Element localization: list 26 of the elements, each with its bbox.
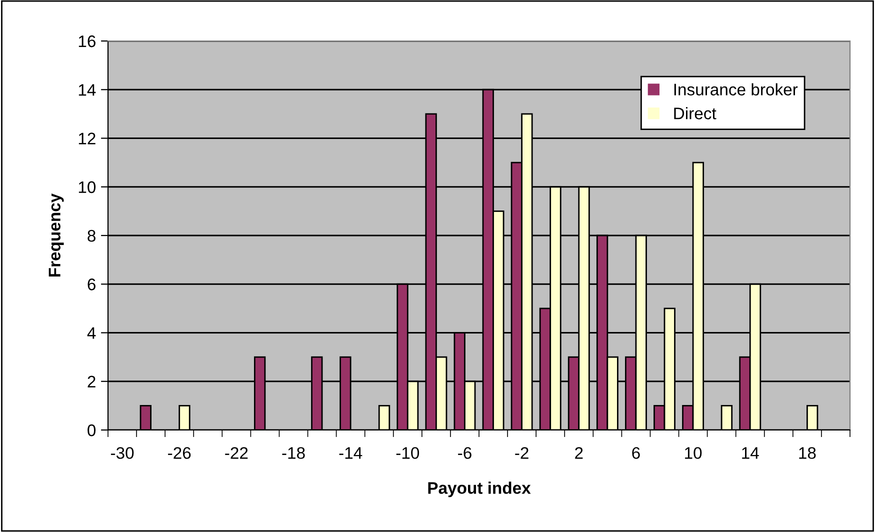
x-tick-label: -30 (110, 447, 134, 459)
y-tick-label: 6 (88, 278, 96, 290)
x-tick-label: -18 (282, 447, 305, 459)
y-tick-label: 4 (87, 327, 96, 339)
x-tick-label: -14 (339, 447, 362, 459)
y-tick-label: 0 (88, 424, 96, 436)
y-tick-label: 8 (88, 230, 96, 242)
x-tick-label: 14 (742, 447, 759, 459)
y-tick-label: 2 (88, 376, 96, 388)
x-tick-label: 6 (632, 447, 640, 459)
x-tick-label: 2 (575, 447, 583, 459)
x-axis-title: Payout index (428, 482, 531, 498)
y-tick-label: 10 (78, 181, 96, 194)
y-axis-title: Frequency (48, 193, 64, 277)
y-tick-label: 14 (78, 84, 96, 96)
x-tick-label: -22 (225, 447, 248, 459)
legend-label: Direct (674, 107, 716, 120)
x-tick-label: -6 (458, 447, 472, 459)
x-tick-label: -2 (515, 447, 528, 459)
x-tick-label: -26 (168, 447, 191, 459)
x-tick-label: -10 (396, 447, 420, 459)
x-tick-label: 18 (799, 447, 816, 459)
y-tick-label: 12 (78, 132, 96, 144)
x-tick-label: 10 (685, 447, 702, 459)
y-tick-label: 16 (78, 35, 96, 48)
legend-label: Insurance broker (674, 83, 798, 96)
